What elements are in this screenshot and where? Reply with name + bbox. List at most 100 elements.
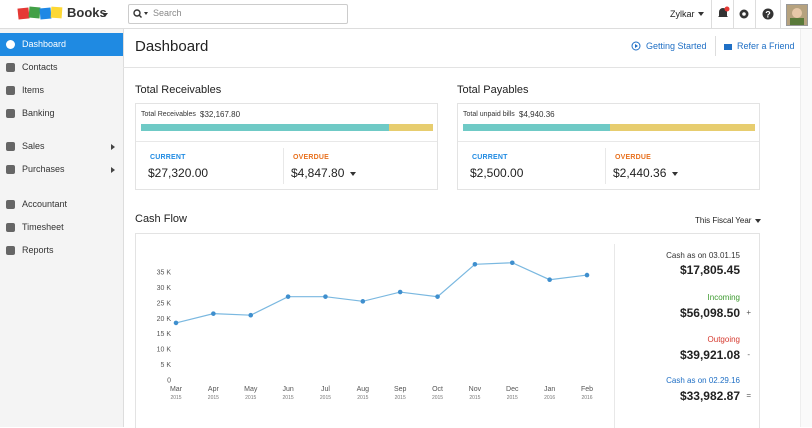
x-tick-label: Sep: [394, 386, 407, 393]
x-tick-year: 2015: [320, 395, 331, 401]
y-tick-label: 5 K: [160, 362, 171, 369]
data-point: [173, 320, 179, 326]
data-point: [323, 294, 328, 299]
page-title: Dashboard: [135, 38, 209, 55]
nav-item[interactable]: Contacts: [0, 56, 123, 79]
y-tick-label: 15 K: [157, 331, 172, 338]
getting-started-link[interactable]: Getting Started: [646, 41, 707, 51]
x-tick-year: 2015: [357, 395, 368, 401]
gift-icon: [724, 44, 732, 50]
summary-sign: -: [747, 350, 750, 359]
cash-flow-card: Cash as on 03.01.15 $17,805.45 Incoming …: [135, 233, 760, 428]
nav-item[interactable]: Reports: [0, 239, 123, 262]
section-title: Total Receivables: [135, 84, 222, 96]
y-tick-label: 35 K: [157, 270, 172, 277]
nav-item[interactable]: Dashboard: [0, 33, 123, 56]
logo: [17, 6, 66, 21]
section-title: Cash Flow: [135, 213, 187, 225]
x-tick-year: 2015: [507, 395, 518, 401]
nav-item[interactable]: Accountant: [0, 193, 123, 216]
search-placeholder: Search: [153, 8, 182, 18]
current-amount: $2,500.00: [470, 166, 524, 180]
summary-label: Outgoing: [707, 335, 740, 344]
help-icon[interactable]: ?: [762, 8, 774, 20]
data-point: [211, 311, 216, 316]
data-point: [285, 294, 291, 299]
summary-label: Cash as on 02.29.16: [666, 376, 740, 385]
x-tick-year: 2015: [432, 395, 443, 401]
section-title: Total Payables: [457, 84, 529, 96]
data-point: [547, 277, 552, 283]
summary-label: Cash as on 03.01.15: [666, 251, 740, 260]
data-point: [360, 299, 366, 304]
summary-amount: $39,921.08: [679, 348, 740, 362]
svg-text:?: ?: [765, 10, 771, 20]
y-tick-label: 25 K: [157, 300, 172, 307]
summary-amount: $17,805.45: [679, 263, 740, 277]
summary-sign: +: [746, 308, 751, 317]
nav-label: Dashboard: [22, 39, 67, 49]
total-label: Total Receivables: [141, 111, 196, 118]
nav-item[interactable]: Timesheet: [0, 216, 123, 239]
play-icon: [631, 41, 641, 51]
x-tick-year: 2015: [170, 395, 181, 401]
current-label: CURRENT: [472, 154, 508, 161]
summary-amount: $56,098.50: [679, 306, 740, 320]
logo-text: Books: [67, 5, 107, 20]
total-amount: $4,940.36: [519, 110, 555, 119]
nav-item[interactable]: Items: [0, 79, 123, 102]
period-selector[interactable]: This Fiscal Year: [695, 216, 762, 225]
avatar[interactable]: [786, 4, 808, 26]
nav-label: Reports: [22, 245, 54, 255]
overdue-amount-text: $4,847.80: [291, 166, 345, 180]
y-tick-label: 0: [167, 378, 171, 385]
x-tick-label: Mar: [170, 386, 183, 393]
overdue-amount-text: $2,440.36: [613, 166, 667, 180]
nav-label: Accountant: [22, 199, 68, 209]
x-tick-label: May: [244, 386, 258, 393]
settings-icon[interactable]: [738, 8, 750, 20]
x-tick-label: Feb: [581, 386, 593, 393]
org-name[interactable]: Zylkar: [670, 9, 695, 19]
scrollbar[interactable]: [800, 29, 812, 427]
nav-label: Timesheet: [22, 222, 64, 232]
overdue-amount[interactable]: $4,847.80: [291, 166, 357, 180]
x-tick-year: 2016: [544, 395, 555, 401]
x-tick-year: 2015: [395, 395, 406, 401]
nav-item[interactable]: Purchases: [0, 158, 123, 181]
x-tick-year: 2015: [283, 395, 294, 401]
nav-item[interactable]: Sales: [0, 135, 123, 158]
x-tick-label: Jan: [544, 386, 555, 393]
data-point: [509, 260, 515, 266]
current-amount: $27,320.00: [148, 166, 209, 180]
nav-label: Sales: [22, 141, 45, 151]
refer-link[interactable]: Refer a Friend: [737, 41, 795, 51]
nav-label: Banking: [22, 108, 55, 118]
data-point: [248, 312, 254, 318]
cash-flow-chart: 0 5 K 10 K 15 K 20 K 25 K 30 K 35 K Mar 2015 Apr 20…: [157, 260, 593, 401]
overdue-amount[interactable]: $2,440.36: [613, 166, 679, 180]
x-tick-label: Jun: [282, 386, 293, 393]
search-box[interactable]: Search: [128, 4, 348, 24]
overdue-bar: [610, 124, 755, 131]
notification-icon[interactable]: [716, 6, 730, 20]
top-bar: Books Search Zylkar ?: [0, 0, 812, 29]
y-tick-label: 10 K: [157, 347, 172, 354]
y-tick-label: 30 K: [157, 285, 172, 292]
current-bar: [141, 124, 389, 131]
x-tick-label: Jul: [321, 386, 330, 393]
data-point: [584, 272, 590, 278]
total-amount: $32,167.80: [200, 110, 241, 119]
nav-item[interactable]: Banking: [0, 102, 123, 125]
x-tick-label: Aug: [357, 386, 370, 393]
cash-summary: Cash as on 03.01.15 $17,805.45 Incoming …: [614, 234, 754, 428]
current-label: CURRENT: [150, 154, 186, 161]
data-point: [397, 289, 403, 295]
cash-flow-line: [175, 262, 588, 324]
logo-caret[interactable]: [102, 13, 108, 17]
receivables-card: Total Receivables $32,167.80 CURRENT $27…: [135, 103, 438, 190]
x-tick-label: Oct: [432, 386, 443, 393]
total-label: Total unpaid bills: [463, 111, 515, 118]
y-tick-label: 20 K: [157, 316, 172, 323]
